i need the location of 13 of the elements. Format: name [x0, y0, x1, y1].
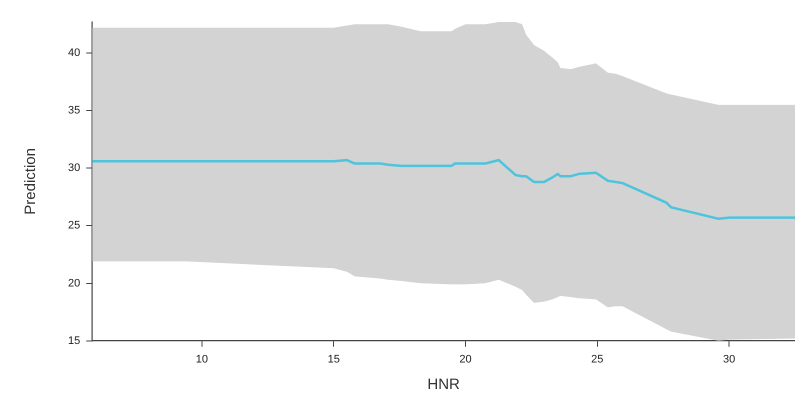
- y-tick-label: 15: [68, 334, 80, 347]
- y-tick-label: 30: [68, 162, 80, 174]
- x-tick-label: 20: [459, 353, 472, 366]
- y-axis-title: Prediction: [22, 148, 40, 215]
- y-tick-label: 25: [68, 220, 80, 232]
- y-tick-label: 20: [68, 277, 80, 290]
- x-axis-title: HNR: [427, 376, 460, 394]
- x-tick-label: 15: [328, 353, 340, 366]
- x-tick-label: 30: [722, 353, 736, 366]
- y-tick-label: 40: [68, 47, 80, 60]
- x-tick-label: 25: [591, 353, 604, 366]
- y-tick-label: 35: [68, 104, 80, 117]
- x-tick-label: 10: [196, 353, 208, 366]
